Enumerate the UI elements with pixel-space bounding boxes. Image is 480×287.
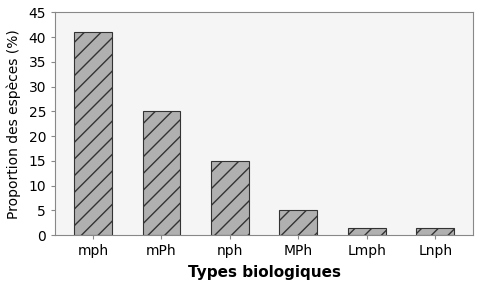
Bar: [74, 32, 112, 235]
X-axis label: Types biologiques: Types biologiques: [188, 265, 340, 280]
Bar: [279, 210, 317, 235]
Bar: [143, 111, 180, 235]
Y-axis label: Proportion des espèces (%): Proportion des espèces (%): [7, 29, 22, 219]
Bar: [348, 228, 385, 235]
Bar: [211, 161, 249, 235]
Bar: [416, 228, 454, 235]
